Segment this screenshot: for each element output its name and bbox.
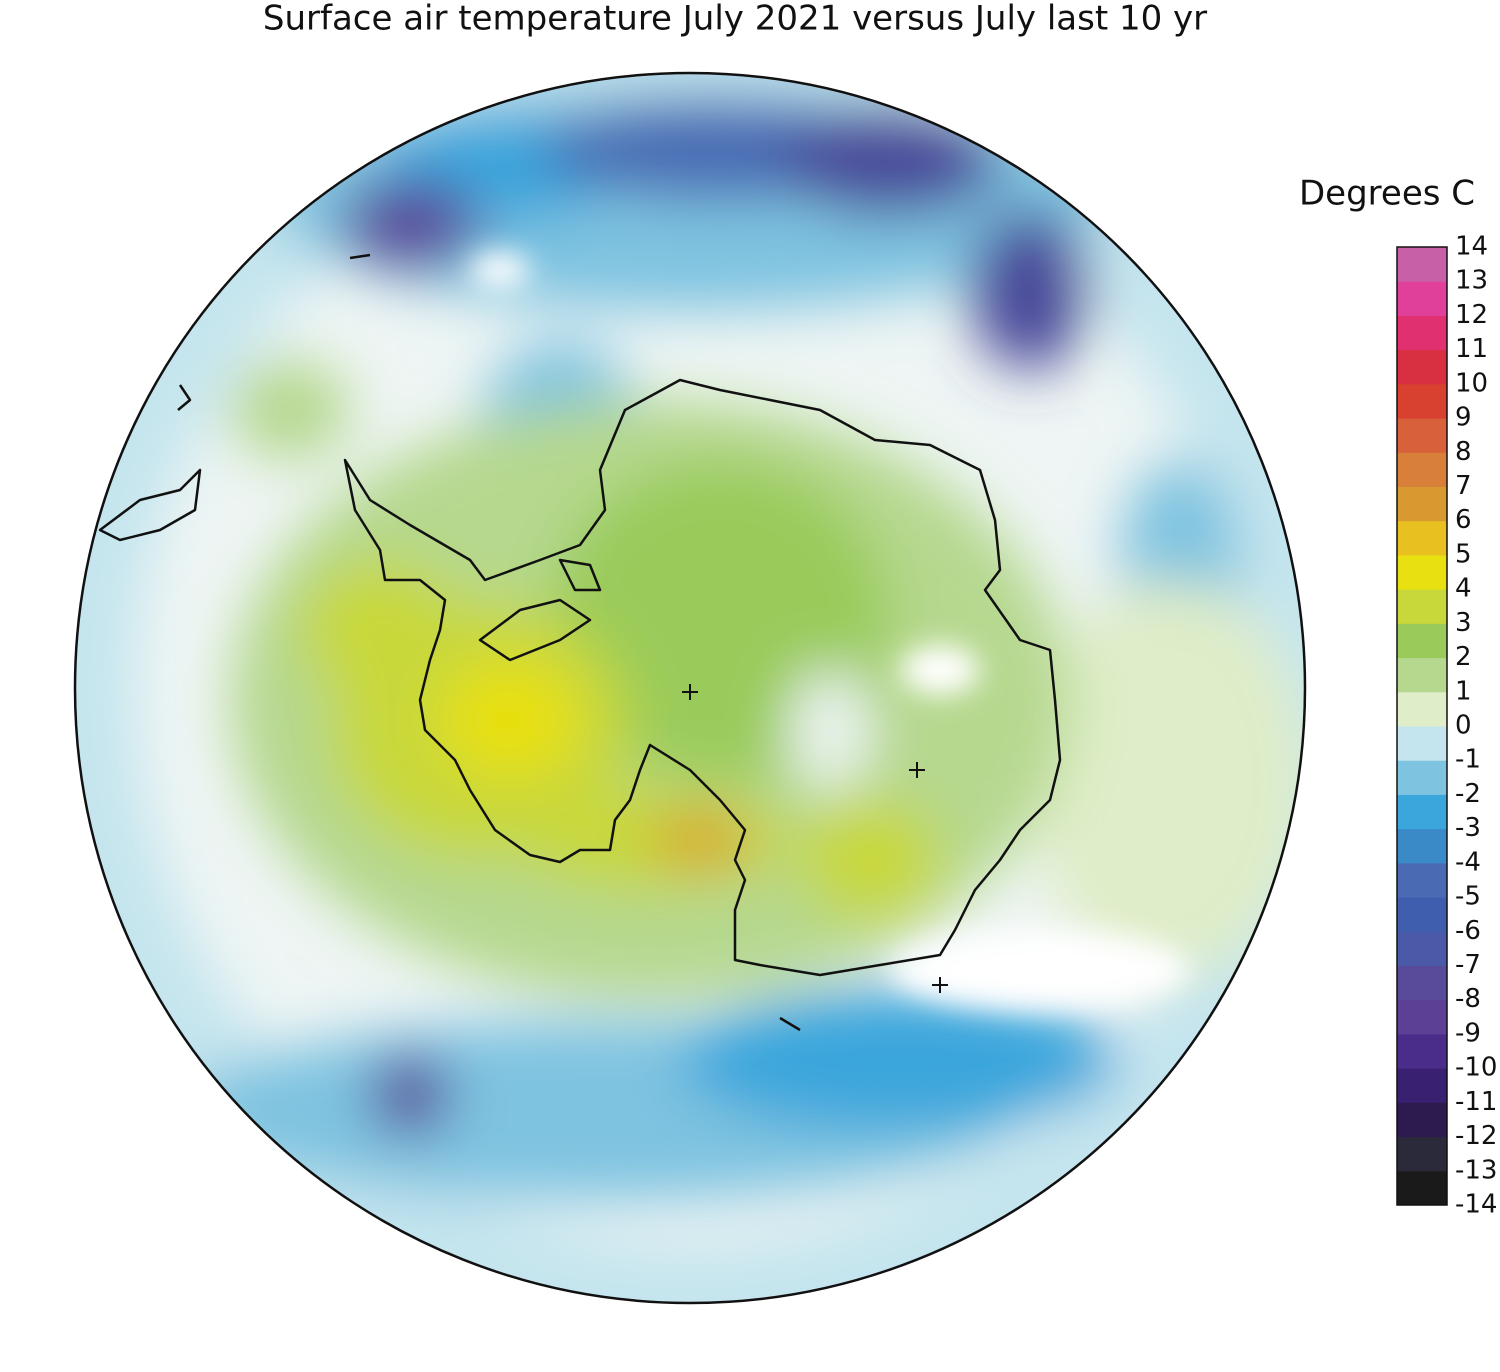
colorbar-tick-label: -1: [1455, 745, 1481, 775]
colorbar-segment: [1397, 931, 1447, 966]
colorbar-tick-label: 6: [1455, 505, 1472, 535]
colorbar-tick-label: 3: [1455, 608, 1472, 638]
colorbar-tick-label: 9: [1455, 403, 1472, 433]
colorbar-segment: [1397, 1136, 1447, 1172]
colorbar-tick-label: -7: [1455, 950, 1481, 980]
colorbar-segment: [1397, 1068, 1447, 1103]
colorbar-tick-label: -11: [1455, 1087, 1497, 1117]
colorbar-label: Degrees C: [1299, 174, 1475, 214]
colorbar-tick-label: -9: [1455, 1018, 1481, 1048]
colorbar-segment: [1397, 691, 1447, 727]
colorbar-tick-label: -10: [1455, 1053, 1497, 1083]
colorbar-segment: [1397, 726, 1447, 761]
colorbar-segment: [1397, 965, 1447, 1001]
colorbar-segment: [1397, 897, 1447, 932]
colorbar: -14-13-12-11-10-9-8-7-6-5-4-3-2-10123456…: [1396, 232, 1497, 1220]
colorbar-segment: [1397, 452, 1447, 487]
colorbar-segment: [1397, 554, 1447, 590]
colorbar-tick-label: 2: [1455, 642, 1472, 672]
colorbar-segment: [1397, 281, 1447, 316]
colorbar-tick-label: -3: [1455, 813, 1481, 843]
colorbar-segment: [1397, 247, 1447, 282]
colorbar-segment: [1397, 760, 1447, 795]
colorbar-tick-label: 4: [1455, 574, 1472, 604]
colorbar-segment: [1397, 315, 1447, 351]
colorbar-tick-label: 12: [1455, 300, 1488, 330]
colorbar-segment: [1397, 999, 1447, 1035]
colorbar-segment: [1397, 828, 1447, 864]
coastline: [98, 253, 1062, 1032]
colorbar-tick-label: 14: [1455, 232, 1488, 262]
title: Surface air temperature July 2021 versus…: [263, 0, 1207, 39]
colorbar-frame: [1396, 246, 1448, 1206]
colorbar-tick-label: -4: [1455, 847, 1481, 877]
colorbar-tick-label: 8: [1455, 437, 1472, 467]
colorbar-segment: [1397, 623, 1447, 659]
colorbar-tick-label: 5: [1455, 539, 1472, 569]
colorbar-segment: [1397, 349, 1447, 385]
colorbar-tick-label: 13: [1455, 266, 1488, 296]
colorbar-segment: [1397, 794, 1447, 830]
colorbar-segment: [1397, 1102, 1447, 1138]
colorbar-tick-label: 0: [1455, 711, 1472, 741]
colorbar-tick-label: -14: [1455, 1190, 1497, 1220]
colorbar-segment: [1397, 657, 1447, 693]
colorbar-segment: [1397, 589, 1447, 624]
colorbar-tick-label: -8: [1455, 984, 1481, 1014]
colorbar-tick-label: -2: [1455, 779, 1481, 809]
colorbar-segment: [1397, 1033, 1447, 1069]
colorbar-tick-label: -6: [1455, 916, 1481, 946]
anomaly-field: [75, 73, 1305, 1303]
station-markers: [682, 684, 948, 993]
colorbar-tick-label: 10: [1455, 368, 1488, 398]
colorbar-segment: [1397, 862, 1447, 898]
map-border: [73, 71, 1307, 1305]
colorbar-tick-label: -12: [1455, 1121, 1497, 1151]
colorbar-segment: [1397, 486, 1447, 522]
colorbar-segment: [1397, 1170, 1447, 1206]
colorbar-segment: [1397, 418, 1447, 453]
colorbar-tick-label: 11: [1455, 334, 1488, 364]
colorbar-tick-label: -5: [1455, 882, 1481, 912]
colorbar-tick-label: -13: [1455, 1155, 1497, 1185]
colorbar-segment: [1397, 383, 1447, 419]
colorbar-tick-label: 1: [1455, 676, 1472, 706]
colorbar-segment: [1397, 520, 1447, 556]
colorbar-tick-label: 7: [1455, 471, 1472, 501]
